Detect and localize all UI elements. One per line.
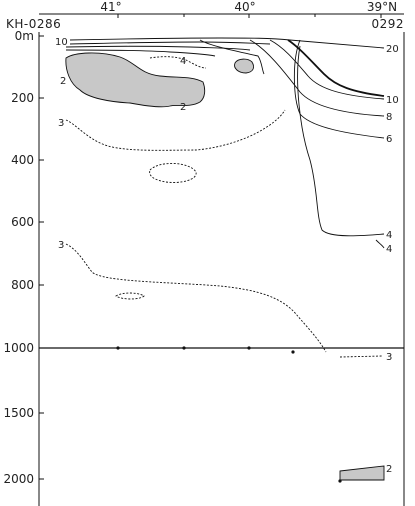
contour-3-lower — [65, 243, 327, 353]
contour-4-right — [297, 45, 385, 237]
contour-label: 10 — [55, 37, 68, 48]
contour-20 — [289, 39, 385, 49]
station-dot — [116, 346, 120, 350]
station-markers — [116, 346, 342, 483]
station-dot — [247, 346, 251, 350]
contour-label: 3 — [386, 352, 392, 363]
contour-label: 4 — [180, 56, 186, 67]
contour-3-small-island — [115, 292, 145, 300]
contour-6 — [293, 39, 385, 139]
dashed-contours — [65, 56, 383, 358]
right-contours — [199, 39, 385, 249]
contour-label: 4 — [386, 244, 392, 255]
contour-label: 3 — [58, 118, 64, 129]
shaded-region-deep — [339, 465, 385, 481]
x-ticks — [117, 14, 382, 18]
contour-label: 3 — [58, 240, 64, 251]
contour-4-dashed — [149, 56, 207, 69]
contour-surface — [65, 45, 251, 51]
contour-surface — [69, 41, 271, 45]
x-tick-labels: 41° 40° 39°N — [100, 0, 397, 14]
plot-frame — [38, 13, 405, 506]
station-end-label: 0292 — [371, 17, 404, 31]
x-tick-label-41: 41° — [100, 0, 121, 14]
shaded-region-small — [234, 58, 254, 74]
surface-contours — [65, 37, 291, 57]
contour-3-deep — [339, 355, 383, 358]
contour-labels: 20 10 10 8 6 4 4 4 2 2 3 3 3 2 — [55, 37, 399, 475]
y-tick-label-1000: 1000 — [3, 341, 34, 355]
station-dot — [291, 350, 295, 354]
contour-label: 2 — [386, 464, 392, 475]
contour-4-small — [375, 239, 385, 249]
x-tick-label-40: 40° — [234, 0, 255, 14]
station-start-label: KH-0286 — [6, 17, 61, 31]
contour-3-upper — [65, 109, 286, 151]
shaded-region-2-large — [65, 52, 206, 108]
contour-10-thin — [269, 39, 385, 100]
y-tick-label-0: 0m — [15, 29, 34, 43]
contour-10-bold — [287, 39, 385, 97]
station-dot — [182, 346, 186, 350]
y-tick-labels: 0m 200 400 600 800 1000 1500 2000 — [3, 29, 34, 486]
y-tick-label-800: 800 — [11, 278, 34, 292]
y-tick-label-400: 400 — [11, 153, 34, 167]
x-tick-label-39: 39°N — [367, 0, 397, 14]
contour-3-island — [149, 163, 197, 183]
y-tick-label-2000: 2000 — [3, 472, 34, 486]
contour-label: 20 — [386, 44, 399, 55]
y-tick-label-600: 600 — [11, 215, 34, 229]
contour-inner — [199, 39, 265, 75]
contour-10-left — [69, 37, 291, 41]
contour-label: 10 — [386, 95, 399, 106]
contour-label: 6 — [386, 134, 392, 145]
contour-label: 2 — [180, 102, 186, 113]
y-tick-label-200: 200 — [11, 91, 34, 105]
contour-surface — [65, 49, 216, 57]
contour-label: 8 — [386, 112, 392, 123]
contour-label: 4 — [386, 230, 392, 241]
y-tick-label-1500: 1500 — [3, 406, 34, 420]
contour-label: 2 — [60, 76, 66, 87]
contour-8 — [249, 39, 385, 117]
y-ticks — [39, 35, 44, 480]
